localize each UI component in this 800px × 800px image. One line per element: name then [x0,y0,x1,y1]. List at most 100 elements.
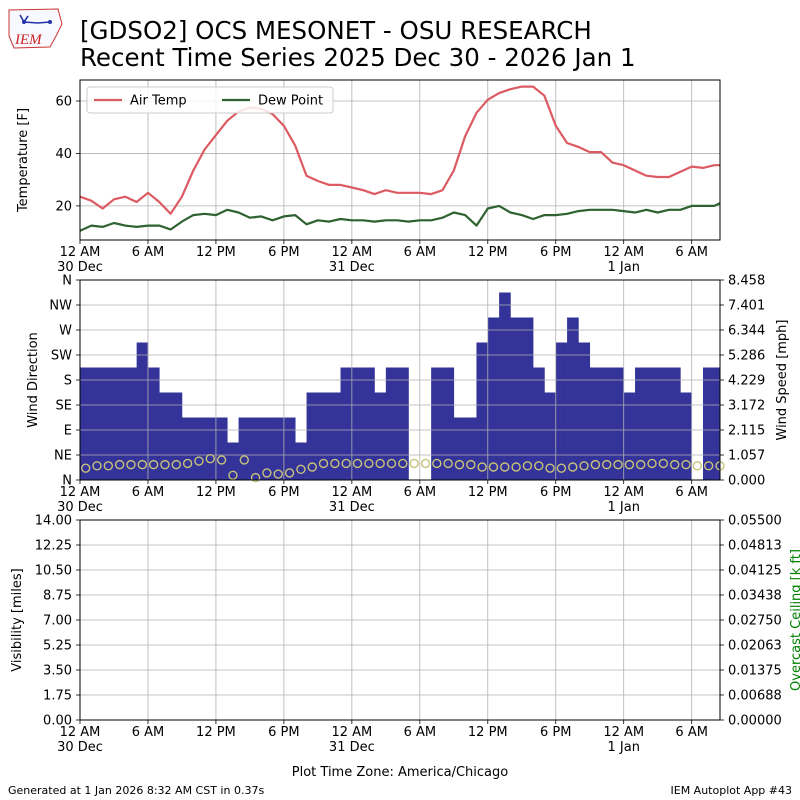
wind-speed-marker [534,461,544,471]
wind-speed-marker [386,458,397,469]
wind-direction-bar [476,342,489,480]
wind-speed-marker [522,461,533,471]
wind-direction-bar [646,367,658,480]
wind-direction-bar [657,367,670,480]
y2-tick-label: 8.458 [728,274,765,289]
wind-direction-bar [555,342,568,480]
wind-direction-bar [261,417,273,480]
y2-tick-label: 0.000 [728,474,765,489]
x-date-label: 1 Jan [607,260,639,275]
wind-direction-bar [306,392,319,480]
x-tick-label: 12 AM [603,485,644,500]
wind-direction-bar [567,317,579,480]
wind-direction-bar [181,417,194,480]
x-tick-label: 12 PM [196,725,236,740]
wind-speed-marker [568,462,578,472]
wind-speed-marker [454,459,465,470]
y2-tick-label: 1.057 [728,449,765,464]
wind-direction-bar [374,392,387,480]
wind-speed-marker [703,461,714,471]
plot-frame [79,79,721,241]
wind-speed-marker [205,454,215,464]
x-tick-label: 12 PM [468,245,508,260]
x-date-label: 31 Dec [329,740,375,755]
y-tick-label: NW [49,299,72,314]
wind-direction-bar [442,367,455,480]
y-tick-label: 3.50 [43,664,72,679]
y-tick-label: 14.00 [35,514,72,529]
y-tick-label: N [62,474,72,489]
y2-tick-label: 0.02063 [728,638,782,653]
x-tick-label: 12 AM [603,725,644,740]
wind-speed-marker [364,458,374,469]
wind-speed-marker [590,459,601,470]
wind-speed-marker [352,458,363,469]
wind-direction-bar [363,367,375,480]
wind-speed-marker [126,459,136,470]
logo-node [48,20,52,24]
generated-footnote: Generated at 1 Jan 2026 8:32 AM CST in 0… [8,784,265,797]
legend-label: Dew Point [258,94,323,109]
air-temp-line [80,85,720,215]
x-tick-label: 12 PM [468,485,508,500]
wind-direction-bar [295,442,307,480]
wind-direction-bar [317,392,330,480]
y-tick-label: 12.25 [35,539,72,554]
wind-speed-marker [692,461,703,471]
wind-speed-marker [443,458,453,469]
wind-direction-bar [623,392,636,480]
wind-direction-bar [589,367,602,480]
x-tick-label: 6 AM [404,725,437,740]
x-tick-label: 12 AM [60,245,101,260]
wind-speed-marker [239,455,249,465]
y-tick-label: W [59,324,72,339]
wind-direction-bar [193,417,205,480]
wind-speed-marker [624,459,635,470]
wind-direction-bar [465,417,477,480]
x-date-label: 1 Jan [607,740,639,755]
wind-direction-bar [227,442,239,480]
y2-tick-label: 0.04125 [728,564,782,579]
wind-speed-marker [160,459,170,470]
app-footnote: IEM Autoplot App #43 [670,784,793,797]
wind-direction-bar [136,342,149,480]
x-tick-label: 6 PM [540,725,571,740]
wind-direction-bar [669,367,681,480]
wind-speed-marker [658,458,669,469]
wind-speed-marker [545,463,555,473]
wind-direction-bar [204,417,217,480]
x-tick-label: 6 AM [675,485,708,500]
wind-direction-bar [612,367,625,480]
x-tick-label: 12 AM [331,725,372,740]
wind-speed-marker [602,459,612,470]
y-tick-label: SE [56,399,72,414]
wind-speed-marker [307,462,317,472]
y-tick-label: 1.75 [43,689,72,704]
wind-speed-marker [556,463,567,473]
wind-speed-marker [432,458,442,469]
wind-direction-bar [453,417,466,480]
wind-direction-bar [272,417,285,480]
wind-speed-marker [148,459,159,470]
x-tick-label: 6 AM [132,245,165,260]
y-tick-label: NE [54,449,72,464]
y-tick-label: 7.00 [43,614,72,629]
wind-direction-bar [635,367,647,480]
wind-speed-marker [216,455,227,465]
y-tick-label: 5.25 [43,639,72,654]
y-tick-label: 0.00 [43,714,72,729]
wind-direction-bar [113,367,126,480]
x-date-label: 30 Dec [57,260,103,275]
x-tick-label: 12 PM [468,725,508,740]
y2-tick-label: 0.04813 [728,538,782,553]
wind-speed-marker [681,459,691,470]
wind-direction-bar [91,367,103,480]
wind-direction-bar [340,367,353,480]
wind-direction-bar [249,417,262,480]
y2-tick-label: 5.286 [728,349,765,364]
x-tick-label: 6 AM [132,725,165,740]
wind-direction-bar [283,417,296,480]
x-date-label: 30 Dec [57,740,103,755]
x-tick-label: 6 AM [675,725,708,740]
wind-speed-marker [194,456,204,466]
